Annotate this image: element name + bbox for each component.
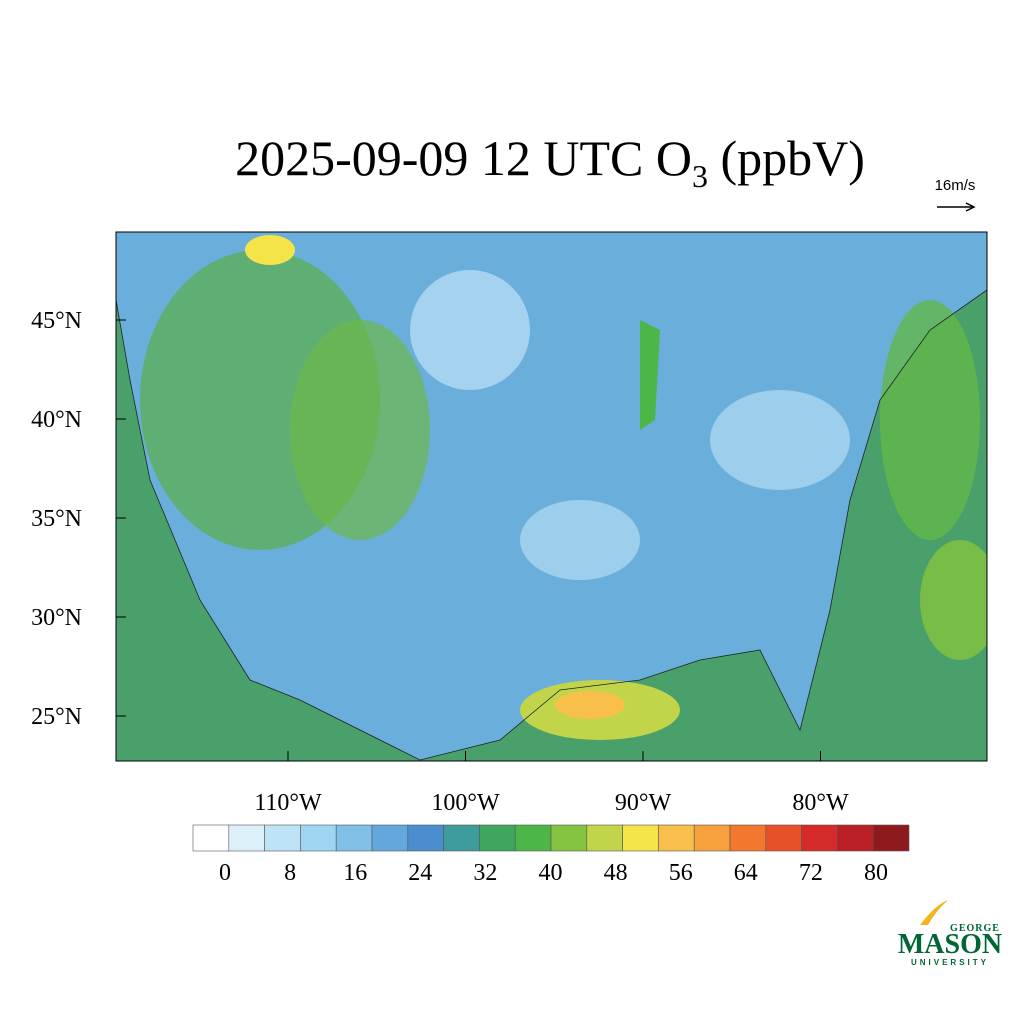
title-subscript: 3 [692, 158, 708, 194]
colorbar-tick-label: 56 [669, 860, 693, 886]
lon-tick-label: 110°W [254, 790, 322, 816]
colorbar-swatch [514, 824, 552, 852]
colorbar-swatch [586, 824, 623, 852]
colorbar-swatch [228, 824, 265, 852]
lon-tick-label: 80°W [792, 790, 849, 816]
colorbar-tick-label: 40 [539, 860, 563, 886]
title: 2025-09-09 12 UTC O3 (ppbV) [235, 130, 865, 194]
map-field [116, 232, 987, 761]
lat-tick-label: 30°N [31, 605, 82, 631]
logo-bottom: UNIVERSITY [911, 958, 989, 967]
colorbar-tick-label: 24 [408, 860, 432, 886]
colorbar-swatch [658, 824, 695, 852]
colorbar-tick-label: 32 [473, 860, 497, 886]
colorbar-tick-label: 8 [284, 860, 296, 886]
logo: GEORGE MASON UNIVERSITY [898, 900, 1002, 967]
colorbar-tick-label: 64 [734, 860, 758, 886]
colorbar-swatch [371, 824, 409, 852]
colorbar-tick-label: 48 [604, 860, 628, 886]
colorbar-tick-label: 16 [343, 860, 367, 886]
colorbar-swatch [264, 824, 301, 852]
title-main: 2025-09-09 12 UTC O [235, 130, 692, 186]
colorbar-tick-label: 0 [219, 860, 231, 886]
colorbar-swatch [765, 824, 802, 852]
colorbar-swatch [837, 824, 874, 852]
lat-tick-label: 35°N [31, 506, 82, 532]
colorbar-swatch [335, 824, 373, 852]
colorbar-swatch [693, 824, 731, 852]
logo-main: MASON [898, 929, 1002, 960]
colorbar-swatch [872, 824, 910, 852]
colorbar-swatch [622, 824, 659, 852]
lat-tick-label: 45°N [31, 308, 82, 334]
colorbar-tick-label: 72 [799, 860, 823, 886]
lon-tick-label: 90°W [615, 790, 672, 816]
colorbar-swatch [479, 824, 516, 852]
colorbar-swatch [407, 824, 444, 852]
colorbar-swatch [443, 824, 480, 852]
lat-tick-label: 25°N [31, 704, 82, 730]
title-unit: (ppbV) [708, 130, 865, 186]
colorbar-swatch [801, 824, 838, 852]
colorbar-swatch [729, 824, 767, 852]
colorbar-tick-label: 80 [864, 860, 888, 886]
colorbar-swatch [550, 824, 588, 852]
reference-arrow [937, 202, 976, 212]
colorbar-swatch [192, 824, 230, 852]
reference-vector-label: 16m/s [935, 177, 976, 194]
lon-tick-label: 100°W [431, 790, 500, 816]
colorbar-swatch [300, 824, 337, 852]
logo-top: GEORGE [950, 923, 1000, 934]
map-frame [115, 231, 988, 762]
lat-tick-label: 40°N [31, 407, 82, 433]
